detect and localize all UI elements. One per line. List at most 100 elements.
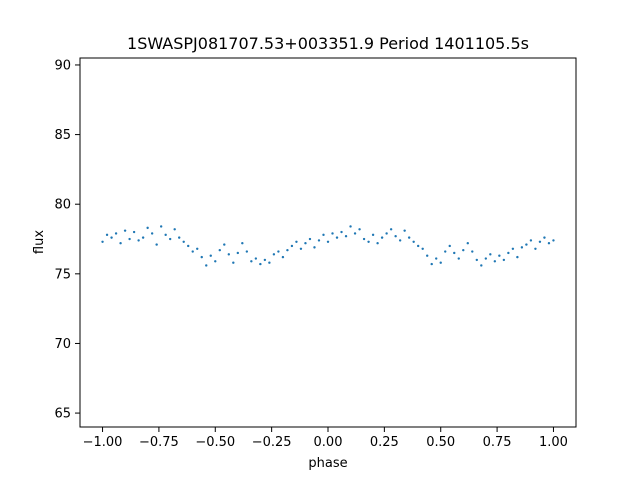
data-point <box>457 257 460 260</box>
data-point <box>105 233 109 237</box>
data-point <box>290 244 294 248</box>
data-point <box>178 236 181 239</box>
data-point <box>462 248 465 252</box>
y-axis: 65 70 75 80 85 90 <box>54 58 80 422</box>
y-tick-label: 65 <box>54 407 71 422</box>
data-point <box>304 241 307 245</box>
data-point <box>493 260 497 263</box>
x-tick-label: 0.50 <box>426 435 455 450</box>
data-point <box>344 235 348 238</box>
x-tick-label: −0.75 <box>139 435 179 450</box>
data-point <box>403 229 406 232</box>
data-point <box>430 262 433 266</box>
x-tick-label: −0.50 <box>195 435 235 450</box>
data-point <box>250 260 253 263</box>
data-point <box>227 253 230 256</box>
data-point <box>331 232 334 235</box>
data-point <box>448 244 451 248</box>
data-point <box>466 241 469 245</box>
data-point <box>421 247 424 250</box>
data-point <box>137 239 140 242</box>
data-point <box>141 236 145 239</box>
data-point <box>520 246 524 249</box>
data-point <box>295 240 298 244</box>
data-point <box>362 237 366 241</box>
data-point <box>547 241 551 245</box>
data-point <box>196 247 199 250</box>
data-point <box>385 232 388 235</box>
data-point <box>214 260 217 263</box>
data-point <box>358 228 361 231</box>
x-tick-label: 0.75 <box>483 435 512 450</box>
data-point <box>236 251 240 255</box>
data-point <box>538 240 542 244</box>
data-point <box>232 261 235 264</box>
y-tick-label: 75 <box>54 267 71 282</box>
data-point <box>114 232 118 235</box>
data-point <box>534 247 537 250</box>
data-point <box>168 237 172 241</box>
data-point <box>453 251 456 255</box>
x-tick-label: 0.25 <box>370 435 399 450</box>
x-tick-label: 0.00 <box>314 435 343 450</box>
data-point <box>119 241 122 245</box>
data-point <box>480 264 483 267</box>
data-point <box>146 226 149 230</box>
data-point <box>498 254 501 257</box>
data-point <box>313 246 316 249</box>
data-point <box>159 225 163 228</box>
data-point <box>281 255 285 259</box>
data-point <box>205 264 208 267</box>
data-point <box>435 257 438 260</box>
data-point <box>394 235 397 238</box>
data-point <box>412 240 415 244</box>
data-point <box>471 250 474 253</box>
data-point <box>299 247 303 250</box>
y-tick-label: 80 <box>54 198 71 213</box>
data-point <box>223 243 226 246</box>
data-point <box>484 257 488 260</box>
data-point <box>389 228 393 231</box>
data-point <box>245 250 249 253</box>
x-tick-label: 1.00 <box>539 435 568 450</box>
data-point <box>489 253 492 256</box>
data-point <box>132 230 136 234</box>
data-point <box>502 258 506 262</box>
data-point <box>407 236 411 239</box>
data-point <box>326 240 330 244</box>
data-point <box>164 233 167 237</box>
data-point <box>254 257 258 260</box>
y-tick-label: 85 <box>54 128 71 143</box>
data-point <box>155 243 158 246</box>
data-point <box>475 258 478 262</box>
y-axis-label: flux <box>32 230 47 254</box>
data-point <box>101 240 104 244</box>
data-point <box>173 228 176 231</box>
data-point <box>263 258 267 262</box>
data-point <box>525 243 528 246</box>
data-point <box>209 254 212 257</box>
data-point <box>128 237 131 241</box>
data-point <box>367 240 370 244</box>
data-point <box>552 239 555 242</box>
data-point <box>353 232 357 235</box>
data-point <box>187 244 190 248</box>
data-point <box>516 255 519 259</box>
data-point <box>340 230 343 234</box>
y-tick-label: 90 <box>54 58 71 73</box>
data-point <box>416 244 420 248</box>
chart-title: 1SWASPJ081707.53+003351.9 Period 1401105… <box>127 34 529 53</box>
x-tick-label: −0.25 <box>252 435 292 450</box>
data-point <box>529 239 533 242</box>
data-point <box>272 253 276 256</box>
data-point <box>376 241 379 245</box>
data-point <box>322 233 325 237</box>
data-point <box>335 236 339 239</box>
data-point <box>110 236 113 239</box>
data-point <box>259 262 262 266</box>
x-axis: −1.00 −0.75 −0.50 −0.25 0.00 0.25 0.50 0.75 1.00 <box>83 427 568 450</box>
data-point <box>444 250 447 253</box>
data-point <box>398 239 402 242</box>
x-tick-label: −1.00 <box>83 435 123 450</box>
